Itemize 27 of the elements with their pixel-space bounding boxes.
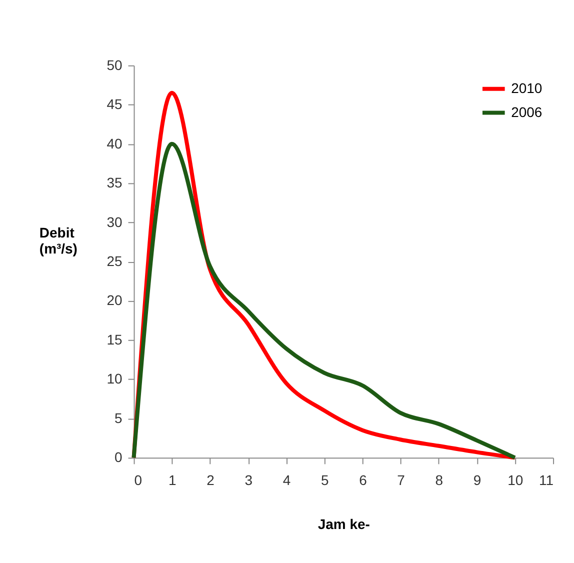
x-tick-label: 0 — [134, 472, 142, 488]
y-tick-label: 10 — [106, 370, 123, 387]
y-tick-label: 15 — [106, 331, 123, 348]
y-tick-label: 45 — [106, 96, 123, 112]
x-tick-label: 3 — [244, 472, 253, 488]
y-tick-label: 25 — [106, 253, 123, 270]
x-tick-label: 11 — [539, 472, 554, 488]
y-tick-label: 0 — [114, 449, 123, 466]
y-tick-label: 20 — [106, 292, 123, 308]
y-tick-label: 40 — [106, 135, 123, 152]
legend-label: 2010 — [511, 80, 542, 96]
y-tick-label: 30 — [106, 214, 123, 230]
y-axis-title: Debit (m³/s) — [39, 224, 78, 257]
y-tick-label: 35 — [106, 174, 123, 191]
x-tick-label: 4 — [282, 472, 291, 488]
x-tick-label: 6 — [359, 472, 368, 488]
x-tick-label: 1 — [168, 472, 176, 488]
x-tick-label: 2 — [206, 472, 215, 488]
x-tick-label: 8 — [435, 472, 444, 488]
x-tick-label: 10 — [508, 472, 524, 488]
x-tick-label: 9 — [473, 472, 482, 488]
legend-label: 2006 — [511, 104, 542, 120]
y-tick-label: 50 — [106, 56, 123, 73]
x-tick-label: 5 — [320, 472, 329, 488]
x-tick-label: 7 — [397, 472, 406, 488]
y-tick-label: 5 — [114, 410, 123, 426]
x-axis-title: Jam ke- — [318, 516, 370, 532]
